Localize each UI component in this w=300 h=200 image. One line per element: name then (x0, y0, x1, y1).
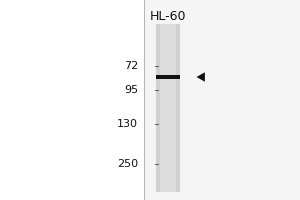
Bar (144, 0, 300, 200)
Polygon shape (196, 72, 205, 82)
Bar (156, 24, 180, 192)
Bar (156, 75, 180, 79)
Text: 72: 72 (124, 61, 138, 71)
Bar (160, 24, 176, 192)
Text: HL-60: HL-60 (150, 9, 186, 22)
Text: 250: 250 (117, 159, 138, 169)
Text: 130: 130 (117, 119, 138, 129)
Text: 95: 95 (124, 85, 138, 95)
